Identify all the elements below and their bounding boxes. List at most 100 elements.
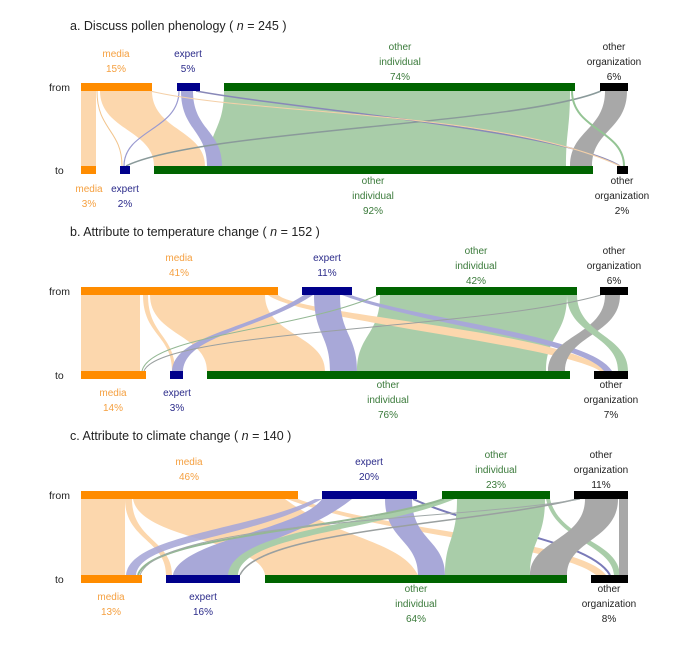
- panel-a-from-otherind-bar: [224, 83, 575, 91]
- panel-c-to-otherorg-label1: other: [598, 584, 621, 595]
- panel-a-flows: [81, 90, 627, 167]
- flow-otherind-to-expert: [228, 499, 455, 575]
- flow-media-to-media: [81, 295, 140, 371]
- panel-b-from-otherind-pct: 42%: [466, 276, 486, 287]
- panel-b-from-otherorg-pct: 6%: [607, 276, 622, 287]
- flow-expert-to-otherorg: [342, 295, 612, 371]
- flow-otherorg-to-expert: [125, 90, 602, 167]
- panel-a-to-otherind-label1: other: [362, 176, 385, 187]
- panel-c-title: c. Attribute to climate change ( n = 140…: [70, 429, 291, 443]
- panel-b-from-otherorg-label1: other: [603, 246, 626, 257]
- panel-a-from-label: from: [49, 82, 70, 94]
- panel-c-from-expert-bar: [322, 491, 417, 499]
- panel-a-from-otherind-pct: 74%: [390, 72, 410, 83]
- flow-media-to-media: [81, 499, 125, 575]
- panel-a-from-otherorg-pct: 6%: [607, 72, 622, 83]
- panel-a-to-otherind-label2: individual: [352, 191, 394, 202]
- panel-a-from-otherind-label2: individual: [379, 57, 421, 68]
- flow-otherind-to-otherind: [445, 499, 545, 575]
- panel-c-from-expert-label: expert: [355, 457, 383, 468]
- panel-b-flows: [81, 294, 628, 372]
- panel-b-to-otherind-pct: 76%: [378, 410, 398, 421]
- panel-a-from-media-bar: [81, 83, 152, 91]
- panel-b-to-label: to: [55, 370, 64, 382]
- panel-c-to-media-bar: [81, 575, 142, 583]
- panel-c-from-otherind-pct: 23%: [486, 480, 506, 491]
- flow-expert-to-expert: [123, 90, 180, 167]
- panel-a-from-otherorg-label2: organization: [587, 57, 641, 68]
- panel-a: a. Discuss pollen phenology ( n = 245 ): [49, 19, 649, 217]
- panel-b-to-otherorg-label2: organization: [584, 395, 638, 406]
- panel-b-from-otherind-label2: individual: [455, 261, 497, 272]
- panel-a-to-label: to: [55, 165, 64, 177]
- flow-otherorg-to-otherorg: [619, 499, 628, 575]
- panel-c-to-otherorg-label2: organization: [582, 599, 636, 610]
- panel-b-to-expert-pct: 3%: [170, 403, 185, 414]
- panel-b-to-media-pct: 14%: [103, 403, 123, 414]
- panel-b-to-otherorg-pct: 7%: [604, 410, 619, 421]
- flow-media-to-expert: [125, 499, 172, 575]
- panel-c-to-expert-label: expert: [189, 592, 217, 603]
- panel-b-to-media-label: media: [99, 388, 127, 399]
- panel-b-from-otherorg-bar: [600, 287, 628, 295]
- flow-media-to-media: [81, 91, 96, 166]
- flow-expert-to-expert: [172, 295, 313, 371]
- panel-c-to-otherind-label1: other: [405, 584, 428, 595]
- panel-c-from-label: from: [49, 490, 70, 502]
- panel-a-from-expert-bar: [177, 83, 200, 91]
- flow-otherind-to-otherorg: [567, 295, 628, 371]
- flow-otherorg-to-expert: [239, 498, 578, 576]
- panel-c-from-otherorg-label1: other: [590, 450, 613, 461]
- panel-c-flows: [81, 498, 628, 576]
- panel-a-to-media-bar: [81, 166, 96, 174]
- flow-otherorg-to-otherind: [548, 295, 620, 371]
- panel-b-from-media-bar: [81, 287, 278, 295]
- panel-c-to-expert-bar: [166, 575, 240, 583]
- flow-otherorg-to-media: [143, 294, 602, 372]
- panel-c-from-otherorg-bar: [574, 491, 628, 499]
- panel-c-from-otherind-bar: [442, 491, 550, 499]
- panel-b-from-otherind-bar: [376, 287, 577, 295]
- panel-b-to-otherind-label2: individual: [367, 395, 409, 406]
- panel-a-to-otherind-bar: [154, 166, 593, 174]
- panel-c-to-label: to: [55, 574, 64, 586]
- panel-c-to-otherind-label2: individual: [395, 599, 437, 610]
- panel-c-to-media-pct: 13%: [101, 607, 121, 618]
- panel-b-from-otherorg-label2: organization: [587, 261, 641, 272]
- panel-c-to-otherorg-bar: [591, 575, 628, 583]
- panel-b-to-expert-label: expert: [163, 388, 191, 399]
- panel-b-from-otherind-label1: other: [465, 246, 488, 257]
- flow-media-to-otherorg: [287, 499, 606, 575]
- panel-c-from-otherorg-pct: 11%: [591, 480, 610, 491]
- panel-a-to-expert-pct: 2%: [118, 199, 133, 210]
- flow-otherorg-to-media: [139, 498, 581, 576]
- panel-c-from-otherind-label1: other: [485, 450, 508, 461]
- flow-media-to-otherind: [150, 295, 325, 371]
- panel-a-from-otherind-label1: other: [389, 42, 412, 53]
- panel-a-from-otherorg-bar: [600, 83, 628, 91]
- panel-a-to-otherorg-label2: organization: [595, 191, 649, 202]
- panel-a-to-otherorg-label1: other: [611, 176, 634, 187]
- flow-otherind-to-otherorg: [571, 90, 625, 167]
- panel-b: b. Attribute to temperature change ( n =…: [49, 225, 641, 421]
- panel-c-to-otherind-bar: [265, 575, 567, 583]
- flow-otherind-to-otherind: [208, 91, 570, 166]
- panel-b-to-expert-bar: [170, 371, 183, 379]
- panel-a-from-media-pct: 15%: [106, 64, 126, 75]
- panel-c-from-media-pct: 46%: [179, 472, 199, 483]
- panel-c-to-media-label: media: [97, 592, 125, 603]
- panel-c-to-expert-pct: 16%: [193, 607, 213, 618]
- panel-c: c. Attribute to climate change ( n = 140…: [49, 429, 636, 625]
- panel-a-to-expert-bar: [120, 166, 130, 174]
- panel-c-from-otherind-label2: individual: [475, 465, 517, 476]
- panel-b-from-expert-bar: [302, 287, 352, 295]
- panel-a-to-media-pct: 3%: [82, 199, 97, 210]
- panel-b-from-expert-pct: 11%: [317, 268, 336, 279]
- flow-expert-to-otherind: [314, 295, 357, 371]
- panel-a-to-media-label: media: [75, 184, 103, 195]
- panel-b-to-otherorg-label1: other: [600, 380, 623, 391]
- panel-c-from-expert-pct: 20%: [359, 472, 379, 483]
- panel-c-from-media-bar: [81, 491, 298, 499]
- panel-a-to-otherorg-pct: 2%: [615, 206, 630, 217]
